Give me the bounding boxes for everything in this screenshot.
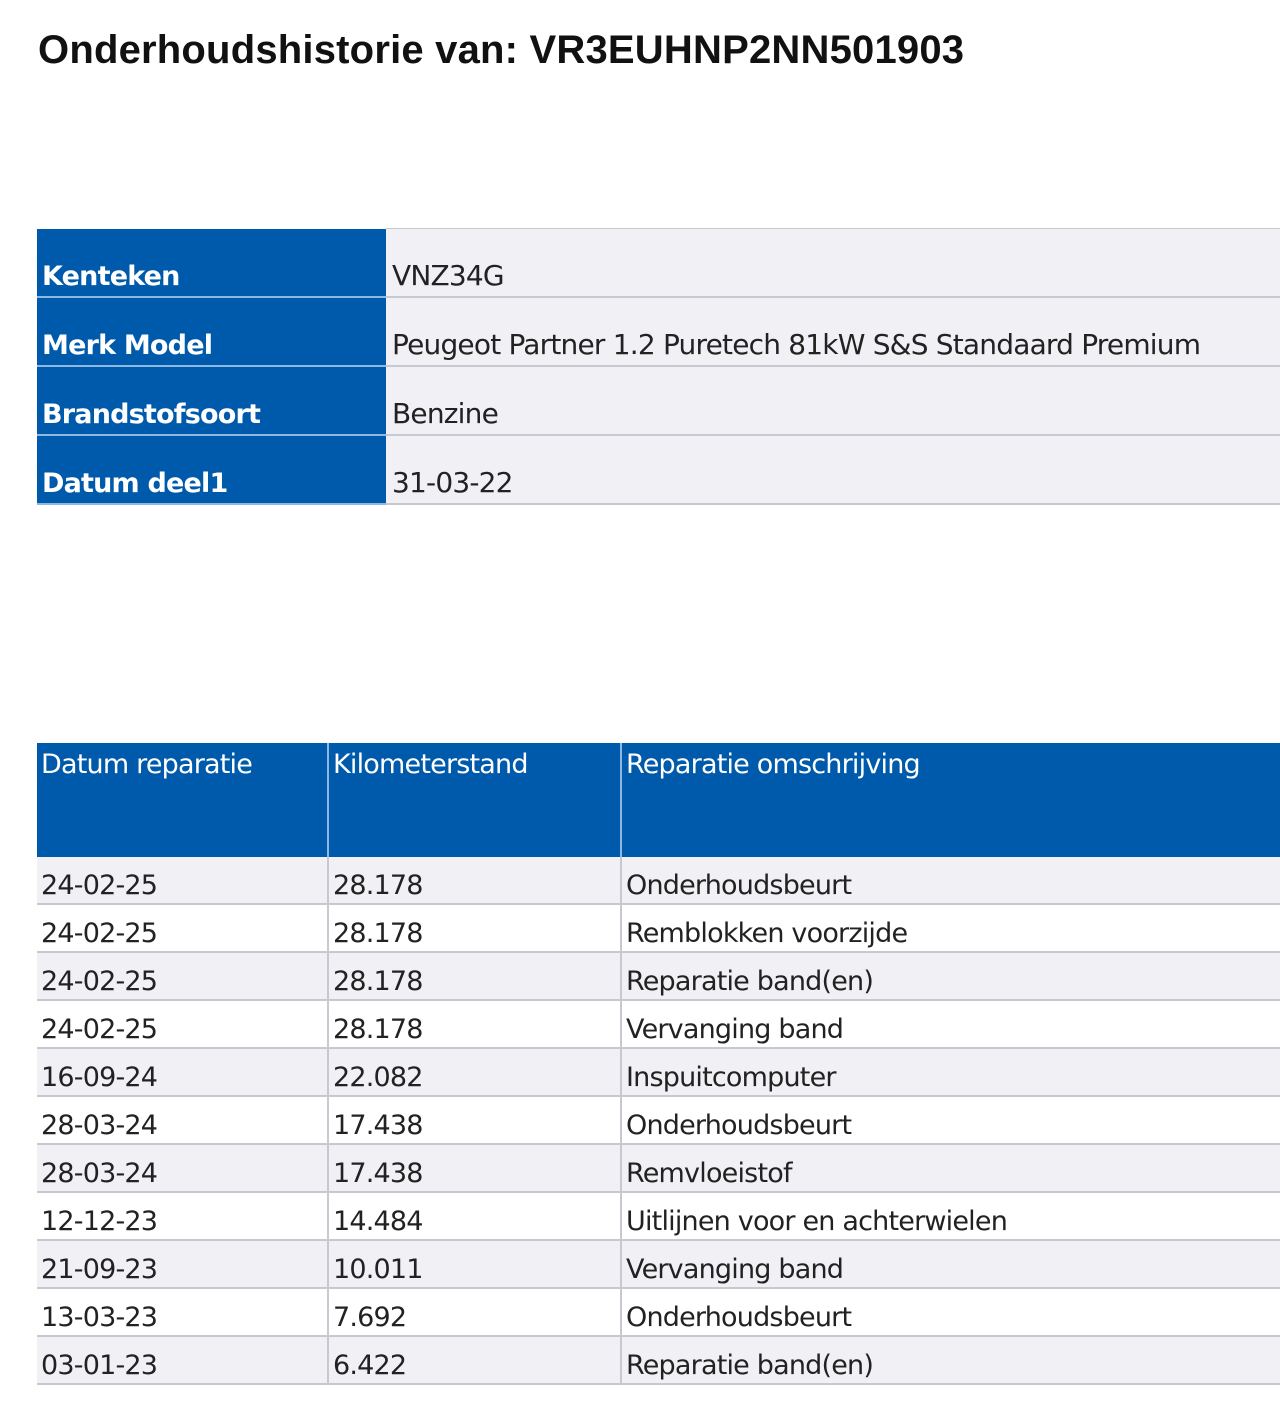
repair-date-cell: 03-01-23 xyxy=(37,1336,329,1385)
mileage-cell: 6.422 xyxy=(328,1336,622,1385)
repair-date-cell: 24-02-25 xyxy=(37,904,329,953)
repair-date-cell: 24-02-25 xyxy=(37,857,329,905)
repair-date-cell: 21-09-23 xyxy=(37,1240,329,1289)
repair-description-cell: Remvloeistof xyxy=(621,1144,1280,1193)
repair-date-cell: 24-02-25 xyxy=(37,1000,329,1049)
mileage-cell: 17.438 xyxy=(328,1144,622,1193)
mileage-cell: 7.692 xyxy=(328,1288,622,1337)
table-row: 24-02-25 28.178 Remblokken voorzijde xyxy=(37,904,1280,953)
repair-date-cell: 12-12-23 xyxy=(37,1192,329,1241)
info-row: Datum deel1 31-03-22 xyxy=(37,434,1280,505)
repair-description-cell: Reparatie band(en) xyxy=(621,952,1280,1001)
column-header: Reparatie omschrijving xyxy=(621,743,1280,857)
repair-description-cell: Onderhoudsbeurt xyxy=(621,1288,1280,1337)
repair-description-cell: Inspuitcomputer xyxy=(621,1048,1280,1097)
repair-date-cell: 28-03-24 xyxy=(37,1144,329,1193)
repair-date-cell: 28-03-24 xyxy=(37,1096,329,1145)
mileage-cell: 22.082 xyxy=(328,1048,622,1097)
column-header: Kilometerstand xyxy=(328,743,622,857)
repair-description-cell: Vervanging band xyxy=(621,1240,1280,1289)
repair-description-cell: Uitlijnen voor en achterwielen xyxy=(621,1192,1280,1241)
mileage-cell: 28.178 xyxy=(328,857,622,905)
column-header: Datum reparatie xyxy=(37,743,329,857)
repair-date-cell: 16-09-24 xyxy=(37,1048,329,1097)
repair-date-cell: 13-03-23 xyxy=(37,1288,329,1337)
repair-description-cell: Remblokken voorzijde xyxy=(621,904,1280,953)
table-row: 24-02-25 28.178 Onderhoudsbeurt xyxy=(37,857,1280,905)
info-label: Merk Model xyxy=(37,297,386,367)
info-row: Kenteken VNZ34G xyxy=(37,228,1280,298)
info-label: Brandstofsoort xyxy=(37,366,386,436)
maintenance-history-table: Datum reparatie Kilometerstand Reparatie o… xyxy=(37,743,1280,1385)
table-row: 28-03-24 17.438 Onderhoudsbeurt xyxy=(37,1096,1280,1145)
table-row: 28-03-24 17.438 Remvloeistof xyxy=(37,1144,1280,1193)
mileage-cell: 17.438 xyxy=(328,1096,622,1145)
info-value: VNZ34G xyxy=(386,228,1280,298)
repair-description-cell: Onderhoudsbeurt xyxy=(621,1096,1280,1145)
repair-date-cell: 24-02-25 xyxy=(37,952,329,1001)
repair-description-cell: Onderhoudsbeurt xyxy=(621,857,1280,905)
info-value: Peugeot Partner 1.2 Puretech 81kW S&S St… xyxy=(386,296,1280,367)
page-title: Onderhoudshistorie van: VR3EUHNP2NN50190… xyxy=(38,28,965,72)
repair-description-cell: Reparatie band(en) xyxy=(621,1336,1280,1385)
mileage-cell: 28.178 xyxy=(328,904,622,953)
table-row: 24-02-25 28.178 Vervanging band xyxy=(37,1000,1280,1049)
mileage-cell: 10.011 xyxy=(328,1240,622,1289)
mileage-cell: 28.178 xyxy=(328,1000,622,1049)
info-row: Merk Model Peugeot Partner 1.2 Puretech 8… xyxy=(37,296,1280,367)
table-row: 16-09-24 22.082 Inspuitcomputer xyxy=(37,1048,1280,1097)
info-row: Brandstofsoort Benzine xyxy=(37,365,1280,436)
mileage-cell: 28.178 xyxy=(328,952,622,1001)
table-row: 24-02-25 28.178 Reparatie band(en) xyxy=(37,952,1280,1001)
info-value: 31-03-22 xyxy=(386,434,1280,505)
info-label: Datum deel1 xyxy=(37,435,386,505)
info-value: Benzine xyxy=(386,365,1280,436)
mileage-cell: 14.484 xyxy=(328,1192,622,1241)
table-row: 21-09-23 10.011 Vervanging band xyxy=(37,1240,1280,1289)
repair-description-cell: Vervanging band xyxy=(621,1000,1280,1049)
table-row: 03-01-23 6.422 Reparatie band(en) xyxy=(37,1336,1280,1385)
info-label: Kenteken xyxy=(37,228,386,298)
table-row: 13-03-23 7.692 Onderhoudsbeurt xyxy=(37,1288,1280,1337)
table-row: 12-12-23 14.484 Uitlijnen voor en achterwi… xyxy=(37,1192,1280,1241)
vehicle-info-table: Kenteken VNZ34G Merk Model Peugeot Partner … xyxy=(37,228,1280,505)
